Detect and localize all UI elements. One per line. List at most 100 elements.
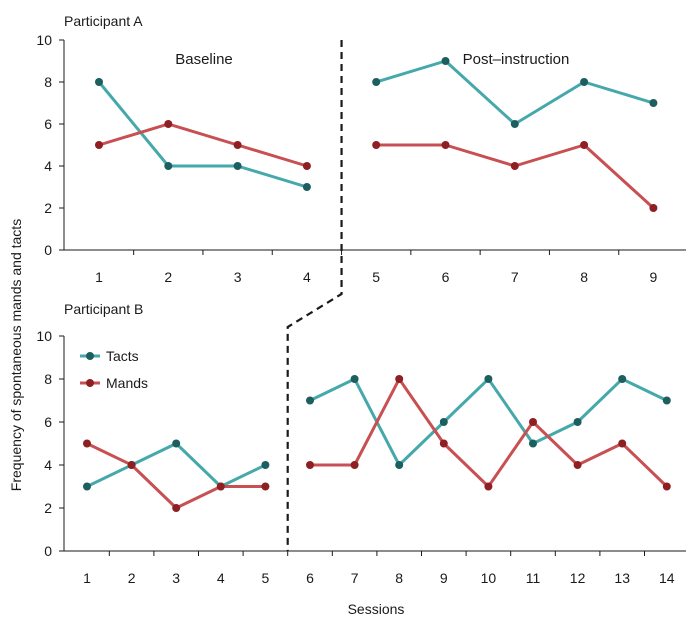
b-mands-line-baseline	[85, 442, 267, 510]
b-tacts-point	[172, 439, 181, 448]
b-x-tick-label: 7	[351, 570, 359, 586]
a-y-tick-label: 0	[44, 242, 52, 258]
a-tacts-point	[372, 78, 381, 86]
b-mands-point	[618, 439, 627, 448]
a-tacts-point	[441, 57, 450, 65]
a-tacts-line-post	[374, 59, 655, 126]
legend: Tacts Mands	[80, 348, 148, 391]
participant-a-title: Participant A	[64, 13, 143, 29]
b-mands-point	[306, 461, 314, 469]
b-tacts-point	[83, 482, 91, 491]
b-mands-point	[395, 375, 404, 383]
legend-tacts-swatch-dot	[86, 352, 94, 360]
b-tacts-point	[395, 461, 404, 469]
b-y-tick-label: 10	[36, 328, 52, 344]
a-x-tick-label: 4	[303, 269, 311, 285]
b-x-tick-label: 9	[440, 570, 448, 586]
a-y-tick-label: 8	[44, 74, 52, 90]
a-tacts-point	[233, 162, 242, 170]
a-x-tick-label: 9	[650, 269, 658, 285]
a-tacts-point	[302, 183, 311, 191]
b-mands-point	[261, 482, 270, 491]
a-mands-point	[649, 204, 658, 212]
b-x-tick-label: 4	[217, 570, 225, 586]
b-mands-point	[350, 461, 359, 469]
a-tacts-point	[649, 99, 658, 107]
b-y-tick-label: 4	[44, 457, 52, 473]
a-y-tick-label: 4	[44, 158, 52, 174]
legend-mands-label: Mands	[106, 375, 148, 391]
a-mands-line-post	[374, 143, 655, 210]
a-y-tick-label: 10	[36, 32, 52, 48]
a-y-tick-label: 2	[44, 200, 52, 216]
b-tacts-point	[662, 396, 671, 405]
a-tacts-point	[164, 162, 173, 170]
a-x-tick-label: 8	[580, 269, 588, 285]
b-tacts-point	[261, 461, 270, 469]
participant-a-panel: Participant A Baseline Post–instruction …	[36, 13, 686, 285]
b-mands-point	[662, 482, 671, 491]
participant-b-title: Participant B	[64, 301, 143, 317]
b-mands-point	[439, 439, 448, 448]
b-y-tick-label: 6	[44, 414, 52, 430]
a-mands-line-baseline	[97, 122, 309, 168]
a-mands-point	[372, 141, 381, 149]
b-y-tick-label: 0	[44, 543, 52, 559]
b-x-tick-label: 1	[83, 570, 91, 586]
b-x-tick-label: 3	[172, 570, 180, 586]
b-x-tick-label: 8	[395, 570, 403, 586]
a-x-tick-label: 2	[164, 269, 172, 285]
b-mands-point	[573, 461, 582, 469]
a-mands-point	[95, 141, 103, 149]
b-x-tick-label: 10	[481, 570, 497, 586]
b-y-tick-label: 8	[44, 371, 52, 387]
post-instruction-label: Post–instruction	[463, 51, 570, 68]
b-tacts-line-baseline	[85, 442, 267, 488]
b-x-tick-label: 12	[570, 570, 586, 586]
a-mands-point	[164, 120, 173, 128]
y-axis-title: Frequency of spontaneous mands and tacts	[8, 219, 24, 491]
a-tacts-point	[510, 120, 519, 128]
b-x-tick-label: 13	[614, 570, 630, 586]
b-mands-point	[127, 461, 136, 469]
b-mands-point	[172, 504, 181, 512]
a-tacts-point	[580, 78, 589, 86]
a-mands-point	[510, 162, 519, 170]
b-x-tick-label: 2	[128, 570, 136, 586]
x-axis-title: Sessions	[348, 601, 405, 617]
a-y-tick-label: 6	[44, 116, 52, 132]
b-tacts-point	[306, 396, 314, 405]
b-tacts-point	[529, 439, 537, 448]
baseline-label: Baseline	[175, 51, 233, 68]
b-x-tick-label: 11	[526, 570, 541, 586]
b-x-tick-label: 6	[306, 570, 314, 586]
legend-tacts-label: Tacts	[106, 348, 139, 364]
b-x-tick-label: 5	[262, 570, 270, 586]
a-mands-point	[441, 141, 450, 149]
b-tacts-point	[573, 418, 582, 426]
a-tacts-line-baseline	[97, 80, 309, 189]
a-x-tick-label: 5	[372, 269, 380, 285]
b-mands-point	[216, 482, 225, 491]
phase-change-line	[286, 40, 343, 551]
legend-mands-swatch-dot	[86, 379, 94, 387]
participant-b-series	[83, 375, 671, 512]
b-mands-point	[83, 439, 91, 448]
a-mands-point	[233, 141, 242, 149]
b-tacts-point	[484, 375, 493, 383]
a-x-tick-label: 3	[234, 269, 242, 285]
a-tacts-point	[95, 78, 103, 86]
participant-a-series	[95, 57, 658, 212]
b-y-tick-label: 2	[44, 500, 52, 516]
a-mands-point	[580, 141, 589, 149]
b-x-tick-label: 14	[659, 570, 675, 586]
a-x-tick-label: 7	[511, 269, 519, 285]
a-x-tick-label: 1	[95, 269, 103, 285]
a-mands-point	[302, 162, 311, 170]
b-mands-point	[529, 418, 537, 426]
a-x-tick-label: 6	[442, 269, 450, 285]
